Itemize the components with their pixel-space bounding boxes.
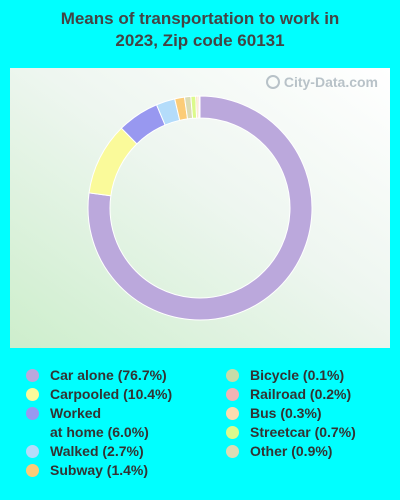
legend-label: Walked (2.7%) (50, 443, 144, 459)
legend-column-right: Bicycle (0.1%) Railroad (0.2%) Bus (0.3%) S… (226, 366, 356, 461)
legend-label: Bus (0.3%) (250, 405, 322, 421)
chart-title-line-1: Means of transportation to work in (60, 9, 340, 28)
legend-label: Car alone (76.7%) (50, 367, 167, 383)
legend-label: Worked (50, 405, 102, 421)
legend-label: Carpooled (10.4%) (50, 386, 173, 402)
legend-label: Bicycle (0.1%) (250, 367, 345, 383)
legend-item-right-3: Streetcar (0.7%) (226, 423, 356, 442)
chart-title: Means of transportation to work in 2023,… (0, 8, 400, 52)
legend-item-left-2: Worked at home (6.0%) (26, 404, 172, 442)
legend-swatch (26, 369, 39, 382)
donut-slice-9 (198, 95, 201, 119)
legend-swatch (226, 369, 239, 382)
legend-item-left-4: Subway (1.4%) (26, 461, 172, 480)
legend-swatch (226, 426, 239, 439)
legend-label: Subway (1.4%) (50, 462, 149, 478)
legend-label: Railroad (0.2%) (250, 386, 352, 402)
chart-title-line-2: 2023, Zip code 60131 (115, 31, 285, 50)
legend-swatch (226, 407, 239, 420)
legend-column-left: Car alone (76.7%) Carpooled (10.4%) Worked… (26, 366, 172, 480)
legend-item-right-4: Other (0.9%) (226, 442, 356, 461)
legend-swatch (26, 464, 39, 477)
legend-item-left-0: Car alone (76.7%) (26, 366, 172, 385)
watermark: City-Data.com (265, 74, 378, 90)
legend-swatch (26, 388, 39, 401)
legend-label: at home (6.0%) (50, 424, 149, 440)
legend-item-right-1: Railroad (0.2%) (226, 385, 356, 404)
legend-item-right-2: Bus (0.3%) (226, 404, 356, 423)
legend-swatch (226, 445, 239, 458)
legend-swatch (226, 388, 239, 401)
legend-label: Other (0.9%) (250, 443, 333, 459)
search-icon (265, 75, 280, 89)
legend-item-right-0: Bicycle (0.1%) (226, 366, 356, 385)
donut-slice-0 (87, 95, 313, 321)
watermark-text: City-Data.com (283, 74, 378, 90)
legend-swatch (26, 445, 39, 458)
legend-item-left-1: Carpooled (10.4%) (26, 385, 172, 404)
legend-item-left-3: Walked (2.7%) (26, 442, 172, 461)
donut-slice-1 (88, 127, 138, 197)
legend-label: Streetcar (0.7%) (250, 424, 356, 440)
legend-swatch (26, 407, 39, 420)
